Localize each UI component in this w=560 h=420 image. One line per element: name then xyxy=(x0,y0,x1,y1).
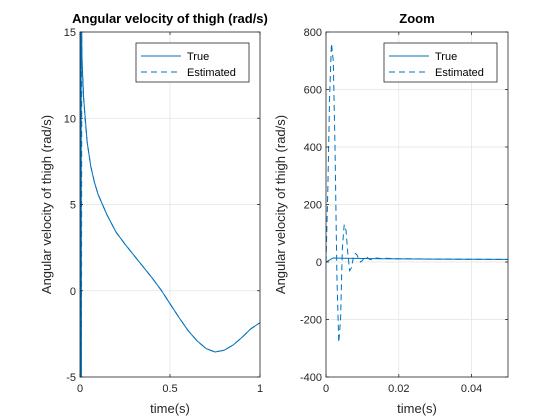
chart-2-ylabel: Angular velocity of thigh (rad/s) xyxy=(273,115,288,294)
chart-2-xtick-label: 0.02 xyxy=(388,383,409,395)
chart-1-ytick-label: -5 xyxy=(66,372,76,384)
chart-2-ticks: 0 0.02 0.04 -400 -200 0 200 400 600 800 xyxy=(300,27,508,395)
chart-2-xlabel: time(s) xyxy=(397,401,437,416)
chart-1-legend-estimated-label: Estimated xyxy=(187,67,236,79)
chart-2-ytick-label: -400 xyxy=(300,372,322,384)
chart-2-ytick-label: 200 xyxy=(304,200,322,212)
chart-1-ytick-label: 15 xyxy=(64,27,76,39)
chart-1-series-estimated-line xyxy=(80,32,260,377)
chart-2-xtick-label: 0.04 xyxy=(461,383,482,395)
chart-1-xtick-label: 0.5 xyxy=(162,383,177,395)
chart-2-title: Zoom xyxy=(399,11,434,26)
chart-2-ytick-label: 400 xyxy=(304,142,322,154)
chart-1-legend: True Estimated xyxy=(135,42,250,83)
chart-2-series xyxy=(326,43,508,343)
chart-1-legend-box xyxy=(135,42,250,83)
chart-1-ytick-label: 10 xyxy=(64,113,76,125)
chart-1-xtick-label: 1 xyxy=(257,383,263,395)
chart-2-legend-true-label: True xyxy=(435,51,457,63)
chart-1-xlabel: time(s) xyxy=(150,401,190,416)
chart-1-title: Angular velocity of thigh (rad/s) xyxy=(72,11,268,26)
chart-1-ytick-label: 5 xyxy=(70,200,76,212)
chart-2-ytick-label: 800 xyxy=(304,27,322,39)
chart-2-ytick-label: -200 xyxy=(300,315,322,327)
chart-2-ytick-label: 0 xyxy=(316,257,322,269)
chart-1-ylabel: Angular velocity of thigh (rad/s) xyxy=(39,115,54,294)
chart-1-ytick-label: 0 xyxy=(70,286,76,298)
chart-1-series xyxy=(80,32,260,377)
chart-2-series-estimated-line xyxy=(326,43,508,343)
chart-2-legend: True Estimated xyxy=(383,42,498,83)
chart-2-xtick-label: 0 xyxy=(323,383,329,395)
chart-1-xtick-label: 0 xyxy=(77,383,83,395)
chart-2-legend-estimated-label: Estimated xyxy=(435,67,484,79)
chart-2: 0 0.02 0.04 -400 -200 0 200 400 600 800 Zoom time… xyxy=(273,11,509,416)
chart-1-legend-true-label: True xyxy=(187,51,209,63)
chart-2-ytick-label: 600 xyxy=(304,85,322,97)
chart-2-legend-box xyxy=(383,42,498,83)
